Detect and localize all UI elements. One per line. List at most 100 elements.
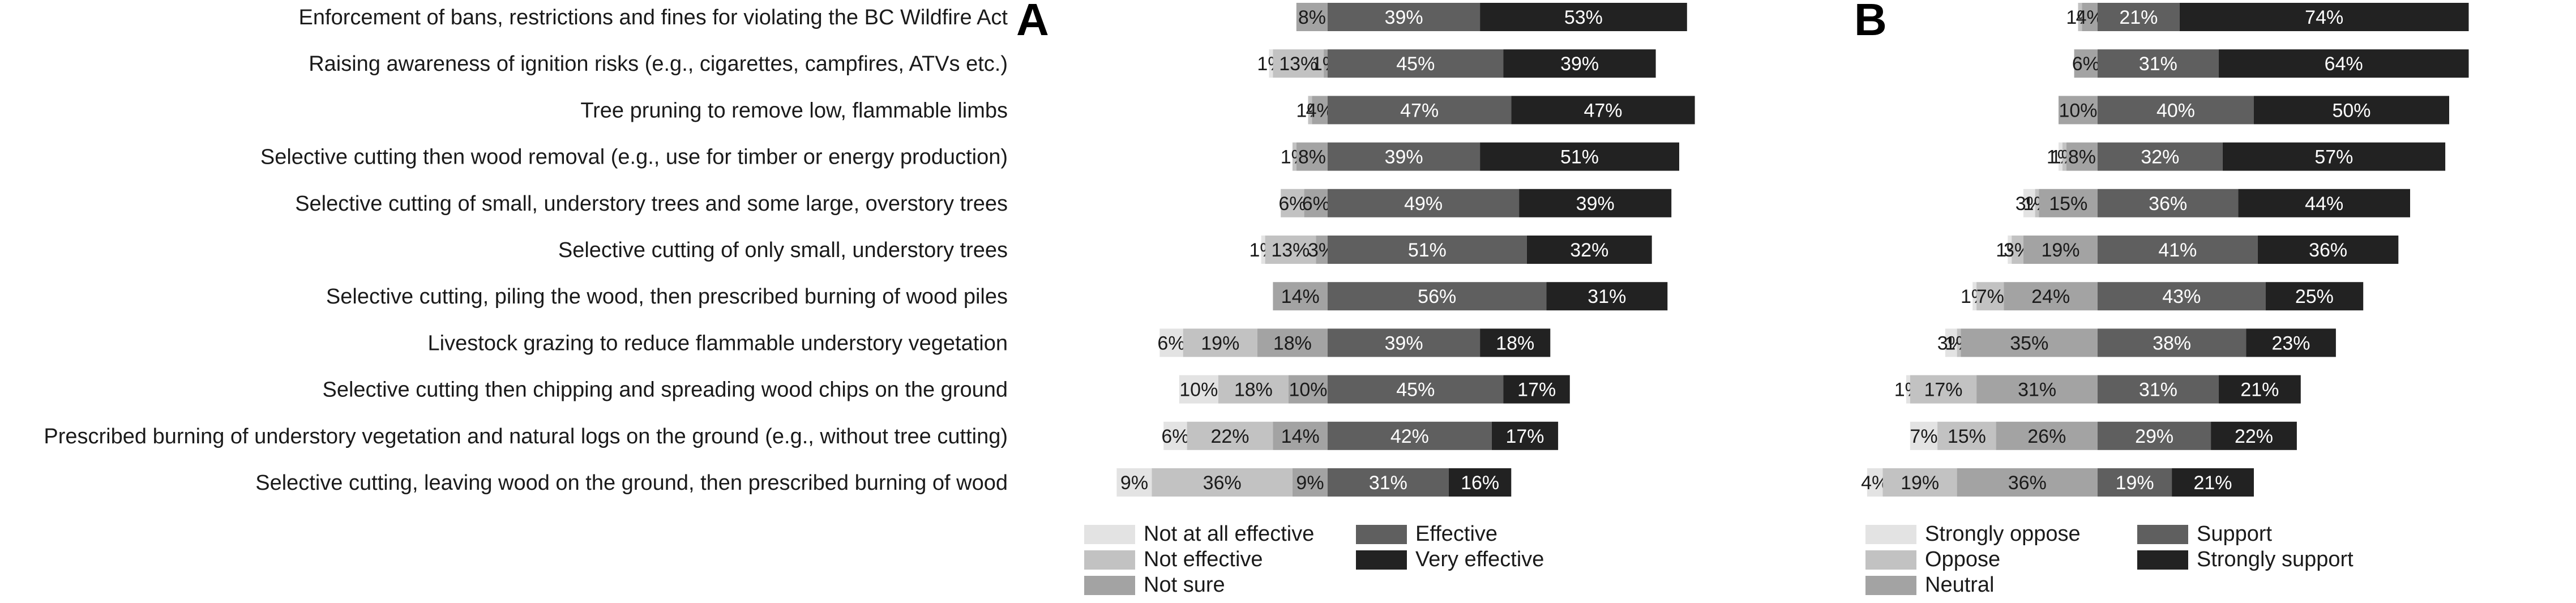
bar-segment: [1261, 236, 1265, 264]
data-label: 17%: [1505, 426, 1544, 447]
bar-segment: [1906, 375, 1910, 404]
data-label: 38%: [2153, 332, 2191, 354]
data-label: 53%: [1564, 7, 1603, 28]
legend-swatch: [2137, 550, 2188, 570]
data-label: 31%: [2139, 53, 2177, 75]
legend-swatch: [1865, 576, 1916, 595]
bar-segment: [1503, 49, 1656, 78]
bar-segment: [1292, 142, 1296, 171]
panel-a-bars: 8% 39% 53%1%13%1% 45% 39%1%4% 47% 47%1%8% 39% 51…: [1116, 3, 1695, 497]
data-label: 6%: [2072, 53, 2100, 75]
data-label: 15%: [1948, 426, 1986, 447]
legend-swatch: [1356, 550, 1407, 570]
bar-segment: [2254, 96, 2449, 125]
bar-segment: [2179, 3, 2469, 31]
bar-segment: [1503, 375, 1570, 404]
data-label: 9%: [1120, 472, 1148, 494]
data-label: 18%: [1234, 379, 1273, 401]
legend-label: Support: [2197, 522, 2273, 546]
data-label: 31%: [1587, 286, 1626, 307]
data-label: 45%: [1396, 53, 1435, 75]
bar-segment: [1328, 421, 1492, 450]
bar-segment: [1218, 375, 1289, 404]
legend-label: Oppose: [1925, 548, 2000, 571]
data-label: 49%: [1404, 193, 1443, 215]
bar-segment: [1116, 468, 1152, 497]
bar-segment: [1328, 189, 1520, 217]
data-label: 8%: [1298, 147, 1326, 168]
bar-segment: [1961, 328, 2098, 357]
bar-segment: [2098, 236, 2258, 264]
bar-segment: [2023, 236, 2098, 264]
data-label: 14%: [1281, 286, 1320, 307]
data-label: 64%: [2325, 53, 2363, 75]
data-label: 42%: [1390, 426, 1429, 447]
data-label: 31%: [2139, 379, 2177, 401]
panel-a-effectiveness: A 8% 39% 53%1%13%1% 45% 39%1%4% 47% 47%1%8% 39%…: [1016, 0, 1695, 597]
legend-label: Not sure: [1144, 573, 1225, 597]
data-label: 51%: [1408, 240, 1447, 261]
data-label: 47%: [1584, 100, 1622, 121]
data-label: 40%: [2156, 100, 2195, 121]
bar-segment: [1328, 236, 1527, 264]
data-label: 21%: [2119, 7, 2158, 28]
data-label: 39%: [1385, 7, 1423, 28]
data-label: 18%: [1273, 332, 1312, 354]
panel-b-support: B 1%4% 21% 74%6% 31% 64%10% 40% 50%1%1%8% 32% 57…: [1854, 0, 2469, 597]
data-label: 21%: [2240, 379, 2279, 401]
bar-segment: [2066, 142, 2098, 171]
data-label: 21%: [2193, 472, 2232, 494]
panel-b-letter: B: [1854, 0, 1887, 45]
bar-segment: [1328, 49, 1504, 78]
data-label: 36%: [2309, 240, 2347, 261]
bar-segment: [1324, 49, 1328, 78]
data-label: 22%: [1210, 426, 1249, 447]
data-label: 51%: [1560, 147, 1599, 168]
data-label: 19%: [2041, 240, 2079, 261]
bar-segment: [1273, 421, 1328, 450]
bar-segment: [2023, 189, 2035, 217]
bar-segment: [1546, 282, 1668, 311]
data-label: 29%: [2135, 426, 2173, 447]
bar-segment: [2098, 96, 2254, 125]
bar-segment: [1996, 421, 2098, 450]
bar-segment: [2098, 142, 2223, 171]
bar-segment: [2078, 3, 2082, 31]
bar-segment: [2257, 236, 2399, 264]
legend-label: Effective: [1415, 522, 1497, 546]
bar-segment: [1945, 328, 1957, 357]
bar-segment: [2211, 421, 2297, 450]
data-label: 16%: [1461, 472, 1499, 494]
bar-segment: [1257, 328, 1328, 357]
bar-segment: [2062, 142, 2066, 171]
data-label: 31%: [1369, 472, 1407, 494]
data-label: 6%: [1161, 426, 1189, 447]
category-label: Prescribed burning of understory vegetat…: [44, 425, 1008, 448]
bar-segment: [1480, 3, 1687, 31]
data-label: 9%: [1296, 472, 1324, 494]
bar-segment: [2082, 3, 2098, 31]
bar-segment: [2218, 49, 2469, 78]
bar-segment: [1480, 328, 1551, 357]
category-label: Selective cutting of small, understory t…: [295, 192, 1008, 216]
bar-segment: [2098, 375, 2219, 404]
bar-segment: [1304, 189, 1328, 217]
data-label: 50%: [2332, 100, 2370, 121]
data-label: 57%: [2314, 147, 2353, 168]
data-label: 10%: [1179, 379, 1218, 401]
legend-swatch: [2137, 525, 2188, 544]
legend-label: Neutral: [1925, 573, 1995, 597]
data-label: 56%: [1418, 286, 1456, 307]
bar-segment: [2098, 468, 2172, 497]
bar-segment: [1448, 468, 1512, 497]
bar-segment: [2039, 189, 2098, 217]
bar-segment: [2098, 421, 2211, 450]
bar-segment: [1296, 142, 1328, 171]
bar-segment: [2218, 375, 2301, 404]
bar-segment: [1265, 236, 1316, 264]
data-label: 25%: [2295, 286, 2334, 307]
legend-label: Strongly oppose: [1925, 522, 2081, 546]
bar-segment: [1882, 468, 1957, 497]
